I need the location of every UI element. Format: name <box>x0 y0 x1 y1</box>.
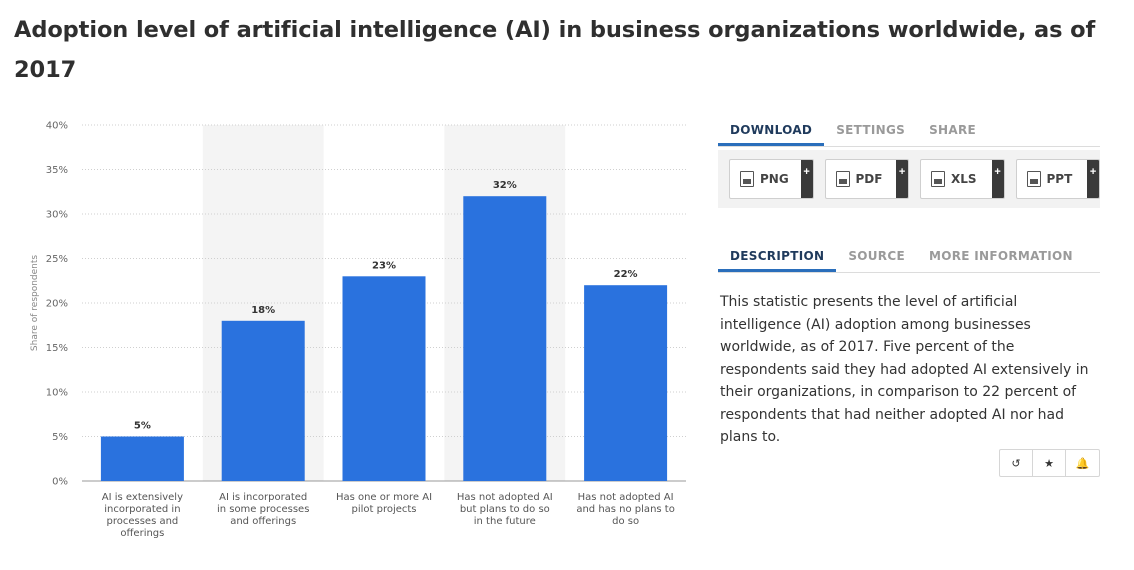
y-axis-ticks: 0% 5% 10% 15% 20% 25% 30% 35% 40% <box>46 121 68 488</box>
action-buttons: ↺ ★ 🔔 <box>999 449 1100 477</box>
ppt-file-icon <box>1026 171 1041 187</box>
bar-value-label: 23% <box>372 260 396 271</box>
x-category-label-line: in some processes <box>217 504 310 515</box>
bar-value-label: 22% <box>614 269 638 280</box>
x-category-label: Has not adopted AI but plans to do so in t… <box>457 492 553 527</box>
tab-share[interactable]: SHARE <box>929 123 976 137</box>
bar-value-label: 18% <box>251 305 275 316</box>
download-png-button[interactable]: PNG + <box>729 159 814 199</box>
bar-value-label: 5% <box>134 421 151 432</box>
x-category-label-line: and offerings <box>230 516 296 527</box>
y-tick-label: 25% <box>46 254 68 265</box>
data-labels: 5% 18% 23% 32% 22% <box>134 180 638 431</box>
download-pdf-label: PDF <box>855 172 883 186</box>
y-tick-label: 35% <box>46 165 68 176</box>
y-tick-label: 5% <box>52 432 68 443</box>
download-xls-button[interactable]: XLS + <box>920 159 1005 199</box>
x-category-label-line: do so <box>612 516 639 527</box>
tab-settings[interactable]: SETTINGS <box>836 123 906 137</box>
download-xls-label: XLS <box>951 172 977 186</box>
download-panel: PNG + PDF + XLS + PPT + <box>718 150 1100 208</box>
x-category-label-line: processes and <box>107 516 179 527</box>
tab-download[interactable]: DOWNLOAD <box>718 116 825 146</box>
x-category-label: Has not adopted AI and has no plans to do … <box>576 492 675 527</box>
x-category-label: AI is incorporated in some processes and o… <box>217 492 310 527</box>
y-tick-label: 10% <box>46 388 68 399</box>
x-category-label-line: in the future <box>474 516 536 527</box>
chart-bars <box>100 196 668 482</box>
bar-value-label: 32% <box>493 180 517 191</box>
bar[interactable] <box>463 196 547 481</box>
bar[interactable] <box>342 276 426 481</box>
y-axis-label: Share of respondents <box>30 255 40 352</box>
download-pdf-button[interactable]: PDF + <box>824 159 909 199</box>
y-tick-label: 15% <box>46 343 68 354</box>
page-title: Adoption level of artificial intelligenc… <box>14 17 1096 83</box>
x-axis-categories: AI is extensively incorporated in processe… <box>102 492 675 539</box>
x-category-label-line: Has not adopted AI <box>578 492 674 503</box>
pdf-file-icon <box>835 171 850 187</box>
png-options-plus[interactable]: + <box>800 160 813 198</box>
star-icon[interactable]: ★ <box>1033 450 1066 476</box>
history-icon[interactable]: ↺ <box>1000 450 1033 476</box>
x-category-label: Has one or more AI pilot projects <box>336 492 432 515</box>
x-category-label: AI is extensively incorporated in processe… <box>102 492 183 539</box>
info-tabs: DESCRIPTION SOURCE MORE INFORMATION <box>718 242 1100 273</box>
tab-source[interactable]: SOURCE <box>848 249 905 263</box>
x-category-label-line: offerings <box>120 528 164 539</box>
x-category-label-line: but plans to do so <box>460 504 550 515</box>
tab-description[interactable]: DESCRIPTION <box>718 242 837 272</box>
x-category-label-line: Has not adopted AI <box>457 492 553 503</box>
x-category-label-line: and has no plans to <box>576 504 675 515</box>
y-tick-label: 0% <box>52 477 68 488</box>
ppt-options-plus[interactable]: + <box>1087 160 1099 198</box>
x-category-label-line: AI is extensively <box>102 492 183 503</box>
y-tick-label: 20% <box>46 299 68 310</box>
description-text: This statistic presents the level of art… <box>720 294 1089 445</box>
x-category-label-line: pilot projects <box>351 504 416 515</box>
x-category-label-line: AI is incorporated <box>219 492 307 503</box>
download-ppt-button[interactable]: PPT + <box>1015 159 1100 199</box>
bell-icon[interactable]: 🔔 <box>1075 457 1090 470</box>
bar[interactable] <box>584 285 668 481</box>
y-tick-label: 40% <box>46 121 68 132</box>
bar-chart: 0% 5% 10% 15% 20% 25% 30% 35% 40% 5% 18% 23% 32% 22%… <box>30 121 686 539</box>
bar[interactable] <box>221 320 305 481</box>
tab-more-information[interactable]: MORE INFORMATION <box>928 249 1073 263</box>
png-file-icon <box>740 171 754 187</box>
x-category-label-line: incorporated in <box>104 504 180 515</box>
bar[interactable] <box>100 436 184 482</box>
download-png-label: PNG <box>760 172 789 186</box>
xls-options-plus[interactable]: + <box>991 160 1004 198</box>
download-tabs: DOWNLOAD SETTINGS SHARE <box>718 116 1100 147</box>
download-ppt-label: PPT <box>1046 172 1073 186</box>
pdf-options-plus[interactable]: + <box>896 160 908 198</box>
y-tick-label: 30% <box>46 210 68 221</box>
x-category-label-line: Has one or more AI <box>336 492 432 503</box>
xls-file-icon <box>931 171 945 187</box>
